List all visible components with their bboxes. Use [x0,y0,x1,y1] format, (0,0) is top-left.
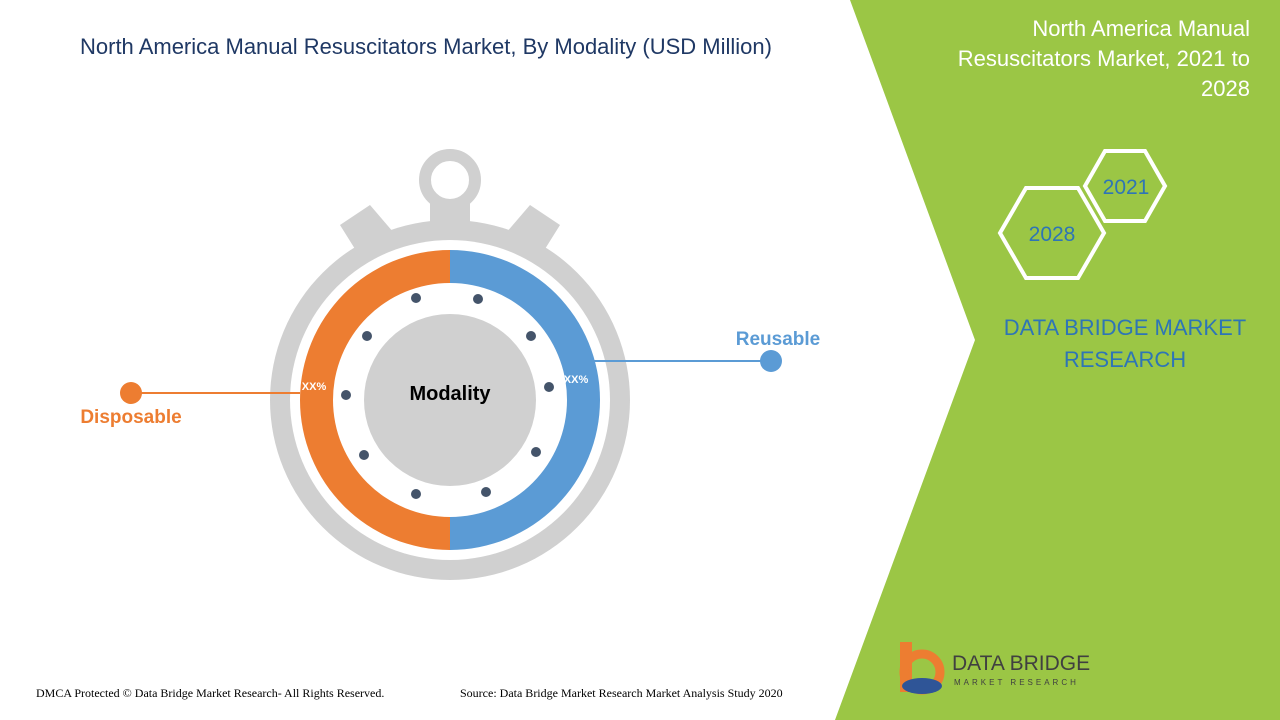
brand: DATA BRIDGE MARKET RESEARCH [1003,315,1247,372]
center-label: Modality [409,383,491,405]
logo-tagline: MARKET RESEARCH [954,678,1079,687]
sidebar-bg [835,0,1280,720]
year-label: 2021 [1103,176,1150,199]
reusable-segment [450,250,600,550]
disposable-segment [300,250,450,550]
value-label: XX% [564,374,589,386]
segment-label: Disposable [80,407,181,428]
hexagon [1082,149,1168,223]
hexagon [997,186,1107,280]
sidebar-title: North America Manual Resuscitators Marke… [957,16,1250,101]
value-label: XX% [302,381,327,393]
year-label: 2028 [1029,223,1076,246]
logo-icon [899,642,945,695]
stopwatch [270,149,630,580]
logo-name: DATA BRIDGE [952,652,1090,675]
marker [120,382,142,404]
title: North America Manual Resuscitators Marke… [80,34,772,59]
source: Source: Data Bridge Market Research Mark… [460,686,783,700]
segment-label: Reusable [736,329,820,350]
copyright: DMCA Protected © Data Bridge Market Rese… [36,686,385,700]
marker [760,350,782,372]
